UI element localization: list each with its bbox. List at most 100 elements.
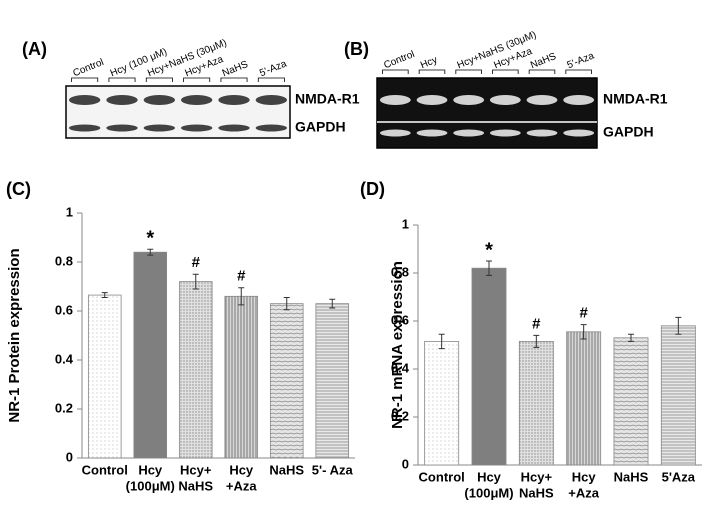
blot-band bbox=[68, 95, 101, 105]
x-tick-label: +Aza bbox=[226, 478, 257, 493]
bar-texture bbox=[88, 295, 122, 458]
significance-mark: # bbox=[579, 305, 588, 322]
bar-texture bbox=[315, 303, 349, 458]
bar-texture bbox=[424, 341, 459, 465]
significance-mark: # bbox=[192, 254, 201, 271]
blot-band bbox=[143, 124, 176, 132]
lane-bracket bbox=[492, 69, 519, 74]
x-tick-label: Hcy bbox=[229, 462, 254, 477]
error-bar bbox=[192, 273, 199, 290]
lane-label: Hcy bbox=[419, 55, 439, 72]
band-label: GAPDH bbox=[295, 119, 346, 135]
blot-band bbox=[489, 95, 521, 105]
x-tick-label: (100μM) bbox=[126, 478, 175, 493]
lane-bracket bbox=[71, 77, 99, 82]
lane-bracket bbox=[565, 69, 592, 74]
y-tick-label: 0.6 bbox=[55, 302, 73, 317]
error-bar bbox=[486, 260, 492, 276]
significance-mark: # bbox=[532, 315, 541, 332]
x-tick-label: Hcy+ bbox=[180, 462, 212, 477]
lane-label: Control bbox=[382, 49, 416, 71]
blot-band bbox=[563, 95, 595, 105]
lane-bracket bbox=[257, 77, 285, 82]
blot-band bbox=[453, 95, 485, 105]
lane-bracket bbox=[382, 69, 409, 74]
blot-band bbox=[255, 95, 288, 105]
blot-band bbox=[255, 124, 288, 132]
error-bar bbox=[533, 334, 540, 348]
bar-texture bbox=[133, 252, 167, 458]
lane-bracket bbox=[418, 69, 446, 74]
error-bar bbox=[238, 287, 245, 306]
blot-band bbox=[106, 95, 138, 105]
y-tick-label: 1 bbox=[402, 216, 409, 231]
x-tick-label: Hcy bbox=[477, 469, 502, 484]
error-bar bbox=[329, 298, 336, 309]
y-axis-label: NR-1 mRNA expression bbox=[389, 261, 406, 429]
lane-label: Control bbox=[71, 57, 105, 79]
x-tick-label: Hcy bbox=[138, 462, 163, 477]
band-label: NMDA-R1 bbox=[603, 91, 668, 107]
x-tick-label: (100μM) bbox=[464, 485, 513, 500]
blot-band bbox=[218, 124, 250, 132]
band-label: GAPDH bbox=[603, 124, 654, 140]
blot-band bbox=[106, 124, 138, 132]
x-tick-label: Hcy+ bbox=[521, 469, 553, 484]
x-tick-label: NaHS bbox=[269, 462, 304, 477]
y-tick-label: 0 bbox=[402, 456, 409, 471]
blot-band bbox=[489, 129, 521, 137]
error-bar bbox=[101, 292, 108, 299]
error-bar bbox=[628, 333, 634, 342]
x-tick-label: Control bbox=[82, 462, 128, 477]
blot-frame bbox=[376, 77, 598, 149]
x-tick-label: Hcy bbox=[572, 469, 597, 484]
lane-bracket bbox=[220, 77, 248, 82]
lane-bracket bbox=[108, 77, 136, 82]
significance-mark: * bbox=[146, 228, 154, 250]
error-bar bbox=[438, 333, 445, 350]
lane-label: 5'-Aza bbox=[258, 58, 289, 79]
y-tick-label: 0.8 bbox=[55, 253, 73, 268]
panel-label: (C) bbox=[6, 179, 31, 199]
blot-band bbox=[526, 129, 558, 137]
lane-bracket bbox=[183, 77, 211, 82]
bar-texture bbox=[179, 281, 213, 458]
x-tick-label: NaHS bbox=[178, 478, 213, 493]
bar-texture bbox=[224, 296, 258, 458]
lane-label: NaHS bbox=[529, 51, 558, 71]
blot-band bbox=[218, 95, 250, 105]
bar-texture bbox=[270, 303, 304, 458]
y-tick-label: 0.4 bbox=[55, 351, 74, 366]
error-bar bbox=[580, 324, 587, 340]
panel-label: (B) bbox=[344, 39, 369, 59]
blot-band bbox=[563, 129, 595, 137]
y-axis-label: NR-1 Protein expression bbox=[6, 248, 23, 422]
bar-texture bbox=[661, 325, 696, 465]
bar-texture bbox=[613, 337, 649, 465]
y-tick-label: 0 bbox=[66, 449, 73, 464]
x-tick-label: NaHS bbox=[519, 485, 554, 500]
blot-band bbox=[143, 95, 176, 105]
x-tick-label: NaHS bbox=[614, 469, 649, 484]
y-tick-label: 0.2 bbox=[55, 400, 73, 415]
lane-bracket bbox=[145, 77, 173, 82]
y-tick-label: 0.8 bbox=[391, 264, 409, 279]
x-tick-label: 5'- Aza bbox=[312, 462, 354, 477]
lane-label: NaHS bbox=[221, 59, 250, 79]
bar-texture bbox=[519, 341, 554, 465]
x-tick-label: 5'Aza bbox=[662, 469, 696, 484]
x-tick-label: Control bbox=[419, 469, 465, 484]
band-label: NMDA-R1 bbox=[295, 91, 360, 107]
blot-band bbox=[68, 124, 101, 132]
lane-label: 5'-Aza bbox=[566, 50, 597, 71]
panel-label: (A) bbox=[22, 39, 47, 59]
blot-band bbox=[379, 129, 411, 137]
x-tick-label: +Aza bbox=[568, 485, 599, 500]
y-tick-label: 1 bbox=[66, 204, 73, 219]
blot-band bbox=[379, 95, 411, 105]
lane-bracket bbox=[528, 69, 556, 74]
panel-label: (D) bbox=[360, 179, 385, 199]
error-bar bbox=[675, 316, 682, 335]
blot-band bbox=[416, 95, 448, 105]
